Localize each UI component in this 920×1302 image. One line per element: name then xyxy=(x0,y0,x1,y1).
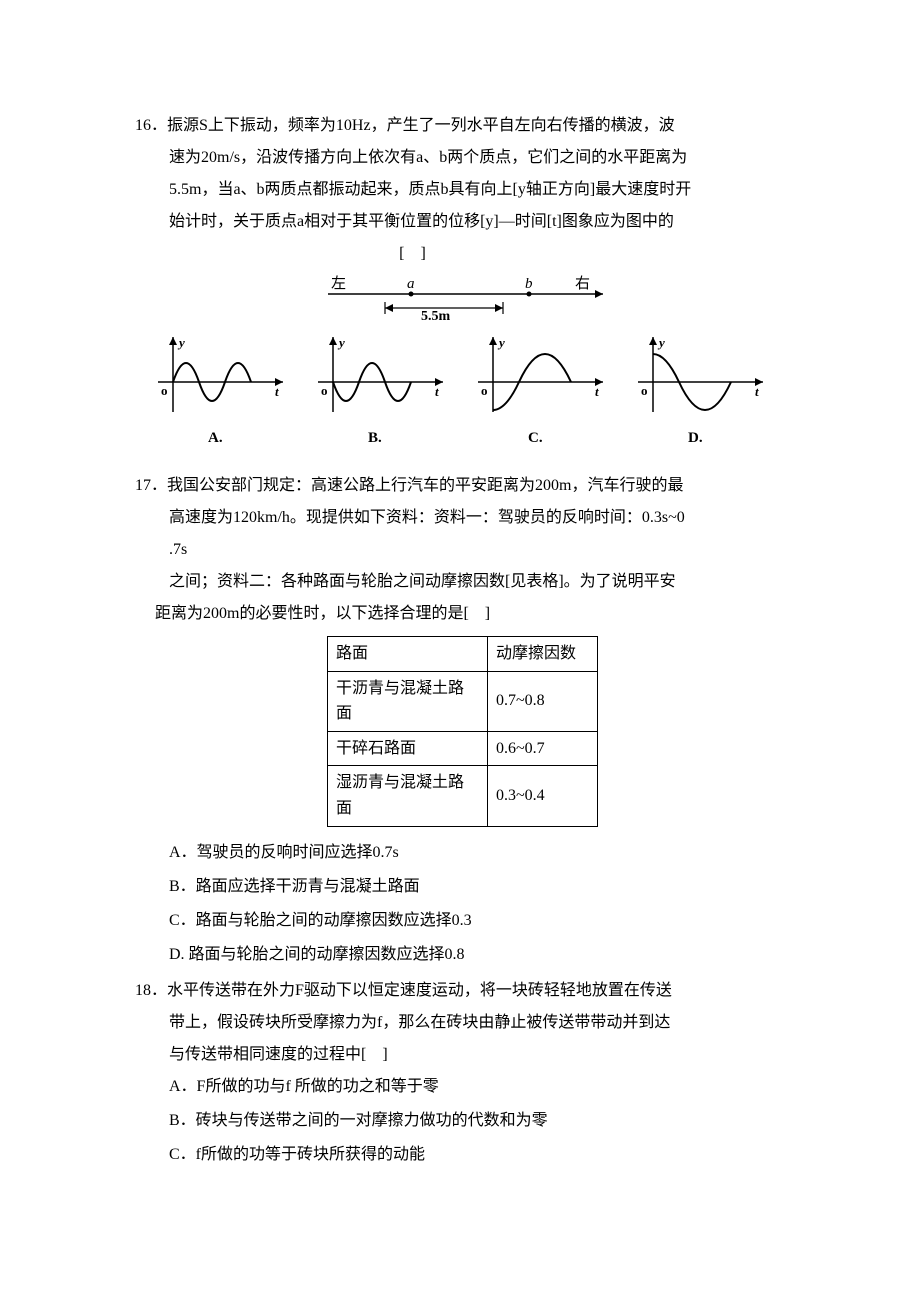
question-16: 16． 振源S上下振动，频率为10Hz，产生了一列水平自左向右传播的横波，波 速… xyxy=(135,110,790,464)
graph-b: y t o B. xyxy=(318,335,443,446)
cell-coeff: 0.7~0.8 xyxy=(488,671,598,731)
svg-text:t: t xyxy=(275,384,279,399)
label-distance: 5.5m xyxy=(421,309,451,322)
question-18: 18． 水平传送带在外力F驱动下以恒定速度运动，将一块砖轻轻地放置在传送 带上，… xyxy=(135,975,790,1171)
q16-text4: 始计时，关于质点a相对于其平衡位置的位移[y]—时间[t]图象应为图中的 xyxy=(135,206,790,238)
y-arrow-icon xyxy=(169,337,177,345)
q18-text2: 带上，假设砖块所受摩擦力为f，那么在砖块由静止被传送带带动并到达 xyxy=(135,1007,790,1039)
q17-first-line: 17． 我国公安部门规定：高速公路上行汽车的平安距离为200m，汽车行驶的最 xyxy=(135,470,790,502)
q16-graphs: y t o A. y t o B. xyxy=(135,332,790,464)
svg-text:o: o xyxy=(161,383,168,398)
dim-arrow-right-icon xyxy=(495,304,503,312)
cell-surface: 干沥青与混凝土路面 xyxy=(328,671,488,731)
col-coeff: 动摩擦因数 xyxy=(488,637,598,672)
q17-option-c: C．路面与轮胎之间的动摩擦因数应选择0.3 xyxy=(135,905,790,937)
graph-a: y t o A. xyxy=(158,335,283,446)
cell-coeff: 0.6~0.7 xyxy=(488,731,598,766)
cell-surface: 干碎石路面 xyxy=(328,731,488,766)
q17-text5: 距离为200m的必要性时，以下选择合理的是[ ] xyxy=(135,598,790,630)
label-a: a xyxy=(407,276,415,292)
svg-text:o: o xyxy=(641,383,648,398)
q18-number: 18． xyxy=(135,975,167,1007)
graph-c: y t o C. xyxy=(478,335,603,446)
svg-text:t: t xyxy=(435,384,439,399)
option-b-label: B. xyxy=(368,430,382,446)
option-c-label: C. xyxy=(528,430,543,446)
cell-coeff: 0.3~0.4 xyxy=(488,766,598,826)
friction-table: 路面 动摩擦因数 干沥青与混凝土路面 0.7~0.8 干碎石路面 0.6~0.7… xyxy=(327,636,598,827)
q18-first-line: 18． 水平传送带在外力F驱动下以恒定速度运动，将一块砖轻轻地放置在传送 xyxy=(135,975,790,1007)
q16-top-diagram: 左 a b 右 5.5m xyxy=(135,272,790,334)
table-row: 干碎石路面 0.6~0.7 xyxy=(328,731,598,766)
q17-text3: .7s xyxy=(135,534,790,566)
q18-option-a: A．F所做的功与f 所做的功之和等于零 xyxy=(135,1071,790,1103)
q17-text2: 高速度为120km/h。现提供如下资料：资料一：驾驶员的反响时间：0.3s~0 xyxy=(135,502,790,534)
cell-surface: 湿沥青与混凝土路面 xyxy=(328,766,488,826)
svg-text:o: o xyxy=(481,383,488,398)
q17-option-b: B．路面应选择干沥青与混凝土路面 xyxy=(135,871,790,903)
option-a-label: A. xyxy=(208,430,223,446)
q17-number: 17． xyxy=(135,470,167,502)
q17-text1: 我国公安部门规定：高速公路上行汽车的平安距离为200m，汽车行驶的最 xyxy=(167,470,790,502)
label-b: b xyxy=(525,276,533,292)
q16-number: 16． xyxy=(135,110,167,142)
y-arrow-icon xyxy=(489,337,497,345)
svg-text:y: y xyxy=(177,335,185,350)
q16-bracket: [ ] xyxy=(135,238,790,270)
q17-option-d: D. 路面与轮胎之间的动摩擦因数应选择0.8 xyxy=(135,939,790,971)
graph-d: y t o D. xyxy=(638,335,763,446)
q18-text3: 与传送带相同速度的过程中[ ] xyxy=(135,1039,790,1071)
q16-text2: 速为20m/s，沿波传播方向上依次有a、b两个质点，它们之间的水平距离为 xyxy=(135,142,790,174)
q16-first-line: 16． 振源S上下振动，频率为10Hz，产生了一列水平自左向右传播的横波，波 xyxy=(135,110,790,142)
q16-text1: 振源S上下振动，频率为10Hz，产生了一列水平自左向右传播的横波，波 xyxy=(167,110,790,142)
question-17: 17． 我国公安部门规定：高速公路上行汽车的平安距离为200m，汽车行驶的最 高… xyxy=(135,470,790,971)
point-b xyxy=(526,292,531,297)
y-arrow-icon xyxy=(649,337,657,345)
svg-text:t: t xyxy=(755,384,759,399)
q16-text3: 5.5m，当a、b两质点都振动起来，质点b具有向上[y轴正方向]最大速度时开 xyxy=(135,174,790,206)
svg-text:y: y xyxy=(657,335,665,350)
dim-arrow-left-icon xyxy=(385,304,393,312)
arrow-right-icon xyxy=(595,290,603,298)
svg-text:y: y xyxy=(497,335,505,350)
label-right: 右 xyxy=(575,275,590,292)
q17-text4: 之间；资料二：各种路面与轮胎之间动摩擦因数[见表格]。为了说明平安 xyxy=(135,566,790,598)
table-row: 干沥青与混凝土路面 0.7~0.8 xyxy=(328,671,598,731)
q18-option-b: B．砖块与传送带之间的一对摩擦力做功的代数和为零 xyxy=(135,1105,790,1137)
point-a xyxy=(408,292,413,297)
q18-text1: 水平传送带在外力F驱动下以恒定速度运动，将一块砖轻轻地放置在传送 xyxy=(167,975,790,1007)
table-row: 湿沥青与混凝土路面 0.3~0.4 xyxy=(328,766,598,826)
svg-text:o: o xyxy=(321,383,328,398)
option-d-label: D. xyxy=(688,430,703,446)
four-graphs: y t o A. y t o B. xyxy=(143,332,783,452)
svg-text:y: y xyxy=(337,335,345,350)
svg-text:t: t xyxy=(595,384,599,399)
y-arrow-icon xyxy=(329,337,337,345)
table-header-row: 路面 动摩擦因数 xyxy=(328,637,598,672)
q18-option-c: C．f所做的功等于砖块所获得的动能 xyxy=(135,1139,790,1171)
label-left: 左 xyxy=(331,275,346,292)
col-surface: 路面 xyxy=(328,637,488,672)
wave-direction-diagram: 左 a b 右 5.5m xyxy=(313,272,613,322)
q17-option-a: A．驾驶员的反响时间应选择0.7s xyxy=(135,837,790,869)
